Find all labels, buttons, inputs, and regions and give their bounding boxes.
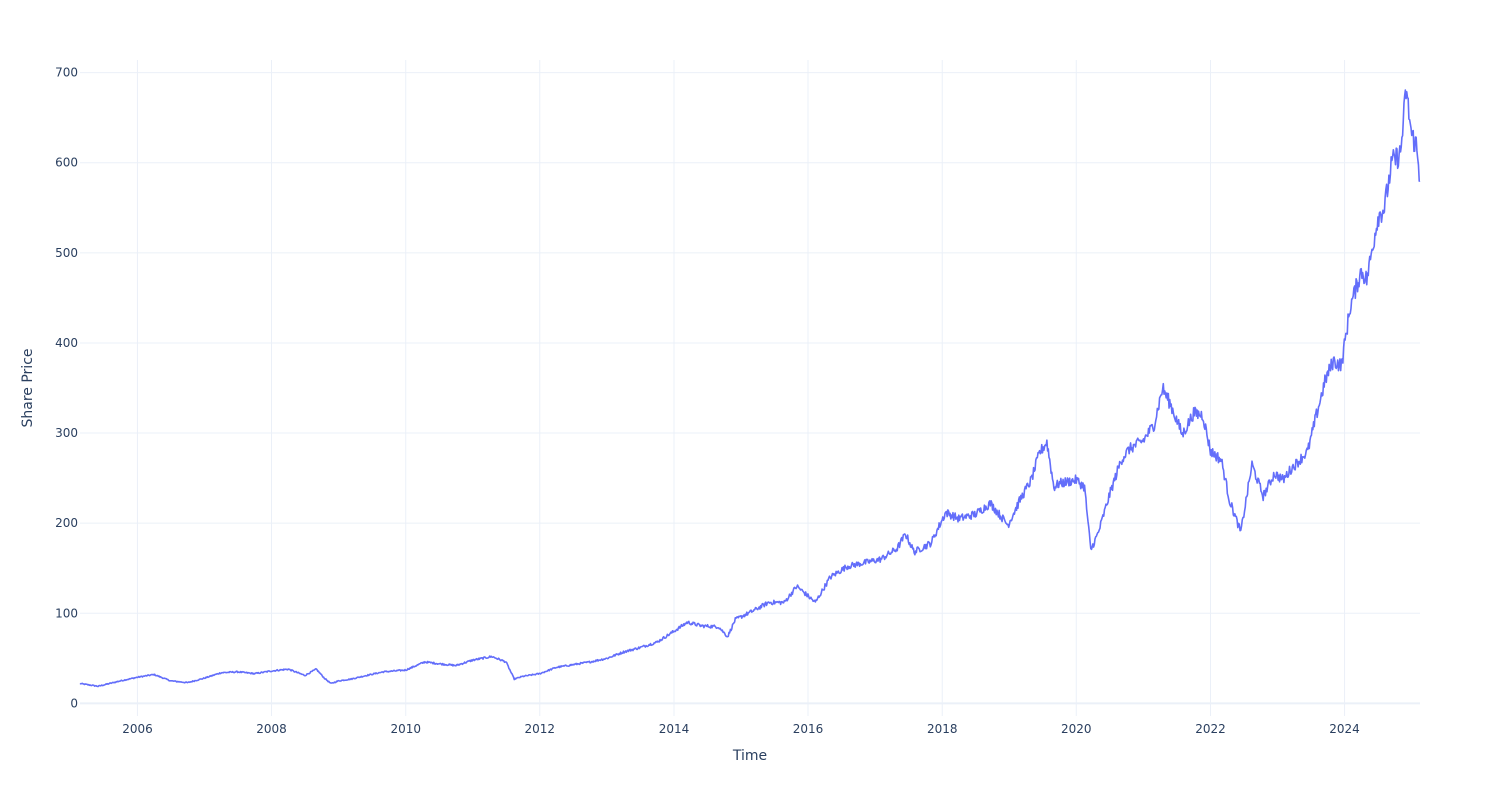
x-tick-label: 2014 [659, 722, 690, 736]
y-tick-label: 100 [55, 606, 78, 620]
y-tick-label: 400 [55, 336, 78, 350]
y-tick-label: 500 [55, 246, 78, 260]
x-tick-label: 2016 [793, 722, 824, 736]
x-tick-labels: 2006 2008 2010 2012 2014 2016 2018 2020 2022 2024 [122, 722, 1360, 736]
x-tick-label: 2006 [122, 722, 153, 736]
x-tick-label: 2022 [1195, 722, 1226, 736]
y-tick-labels: 0 100 200 300 400 500 600 700 [55, 66, 78, 711]
series-line [79, 89, 1421, 688]
x-tick-label: 2010 [390, 722, 421, 736]
y-tick-label: 0 [70, 696, 78, 710]
x-tick-label: 2024 [1329, 722, 1360, 736]
y-axis-title: Share Price [20, 348, 36, 427]
x-tick-label: 2012 [524, 722, 555, 736]
x-axis-title: Time [732, 748, 767, 764]
y-tick-label: 600 [55, 156, 78, 170]
x-tick-label: 2020 [1061, 722, 1092, 736]
y-tick-label: 700 [55, 66, 78, 80]
series-layer [79, 89, 1421, 688]
y-gridlines [80, 72, 1420, 705]
y-tick-label: 200 [55, 516, 78, 530]
x-gridlines [136, 60, 1346, 716]
x-tick-label: 2008 [256, 722, 287, 736]
x-tick-label: 2018 [927, 722, 958, 736]
y-tick-label: 300 [55, 426, 78, 440]
